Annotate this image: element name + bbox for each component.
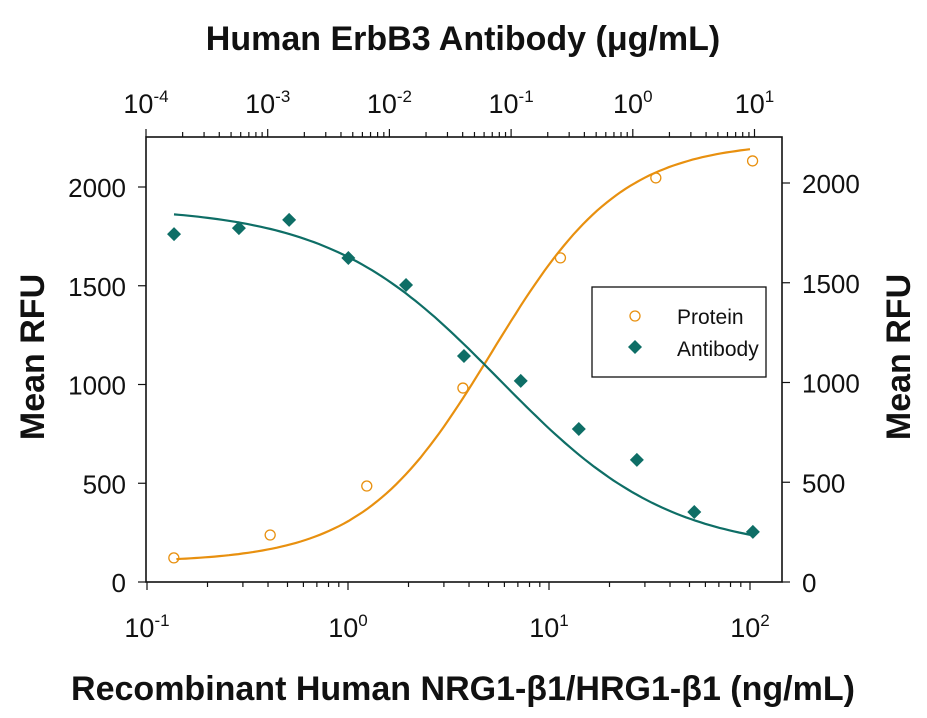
legend-box (591, 286, 767, 378)
top-tick-label: 10-4 (123, 87, 168, 119)
top-tick-label: 100 (613, 87, 653, 119)
left-tick-label: 2000 (68, 173, 126, 203)
left-tick-label: 0 (112, 568, 126, 598)
top-tick-label: 10-2 (367, 87, 412, 119)
protein-point (264, 529, 276, 541)
left-y-axis-title: Mean RFU (14, 274, 52, 440)
right-y-axis-title: Mean RFU (880, 274, 918, 440)
protein-point (457, 382, 469, 394)
bottom-axis-title: Recombinant Human NRG1-β1/HRG1-β1 (ng/mL… (71, 670, 855, 708)
right-tick-label: 500 (802, 468, 845, 498)
antibody-fit-curve (173, 213, 754, 537)
bottom-tick-label: 102 (730, 611, 770, 643)
antibody-point (456, 348, 471, 363)
plot-frame (145, 136, 783, 583)
protein-point (746, 155, 759, 167)
bottom-tick-label: 101 (529, 611, 569, 643)
antibody-point (745, 524, 760, 539)
right-tick-label: 2000 (802, 169, 860, 199)
antibody-point (282, 212, 297, 227)
antibody-point (571, 421, 586, 436)
antibody-point (341, 251, 356, 266)
left-tick-label: 500 (83, 469, 126, 499)
legend-protein-label: Protein (677, 306, 744, 329)
axis-tick-labels: 0 0 500 500 1000 1000 1500 1500 2000 2000 10-1 100 1… (68, 87, 860, 643)
antibody-point (629, 452, 644, 467)
bottom-tick-label: 10-1 (124, 611, 169, 643)
left-tick-label: 1500 (68, 272, 126, 302)
antibody-point (399, 277, 414, 292)
legend-antibody-label: Antibody (677, 338, 759, 361)
antibody-point (231, 221, 246, 236)
legend-protein-marker-icon (629, 310, 641, 322)
axis-ticks (138, 129, 790, 590)
right-tick-label: 0 (802, 568, 816, 598)
right-tick-label: 1000 (802, 369, 860, 399)
right-tick-label: 1500 (802, 269, 860, 299)
top-tick-label: 10-1 (489, 87, 534, 119)
left-tick-label: 1000 (68, 371, 126, 401)
protein-point (361, 480, 373, 492)
data-points (167, 155, 760, 564)
protein-point (650, 172, 662, 184)
protein-point (554, 252, 567, 264)
protein-point (168, 552, 180, 564)
top-tick-label: 10-3 (245, 87, 290, 119)
antibody-point (513, 373, 528, 388)
top-axis-title: Human ErbB3 Antibody (μg/mL) (206, 20, 720, 58)
top-tick-label: 101 (735, 87, 775, 119)
legend: Protein Antibody (591, 286, 767, 378)
antibody-point (687, 504, 702, 519)
legend-antibody-marker-icon (628, 340, 642, 354)
bottom-tick-label: 100 (328, 611, 368, 643)
antibody-point (167, 227, 182, 242)
